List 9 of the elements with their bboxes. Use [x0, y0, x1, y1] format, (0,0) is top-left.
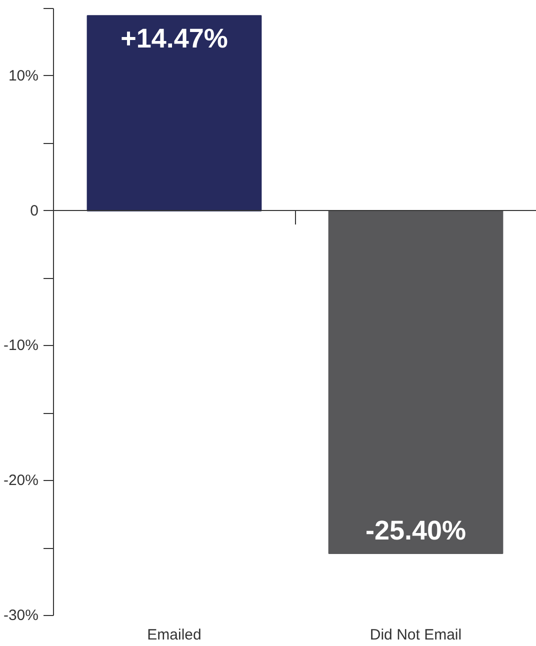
y-tick-label: -20% — [3, 472, 39, 490]
x-tick-label: Did Not Email — [370, 626, 462, 644]
x-tick-label: Emailed — [147, 626, 202, 644]
data-label: +14.47% — [120, 24, 228, 54]
y-tick-label: 10% — [8, 67, 39, 84]
y-tick-label: -10% — [3, 337, 39, 354]
y-tick-label: -30% — [3, 607, 39, 624]
y-tick-label: 0 — [30, 202, 38, 220]
data-label: -25.40% — [365, 515, 466, 546]
